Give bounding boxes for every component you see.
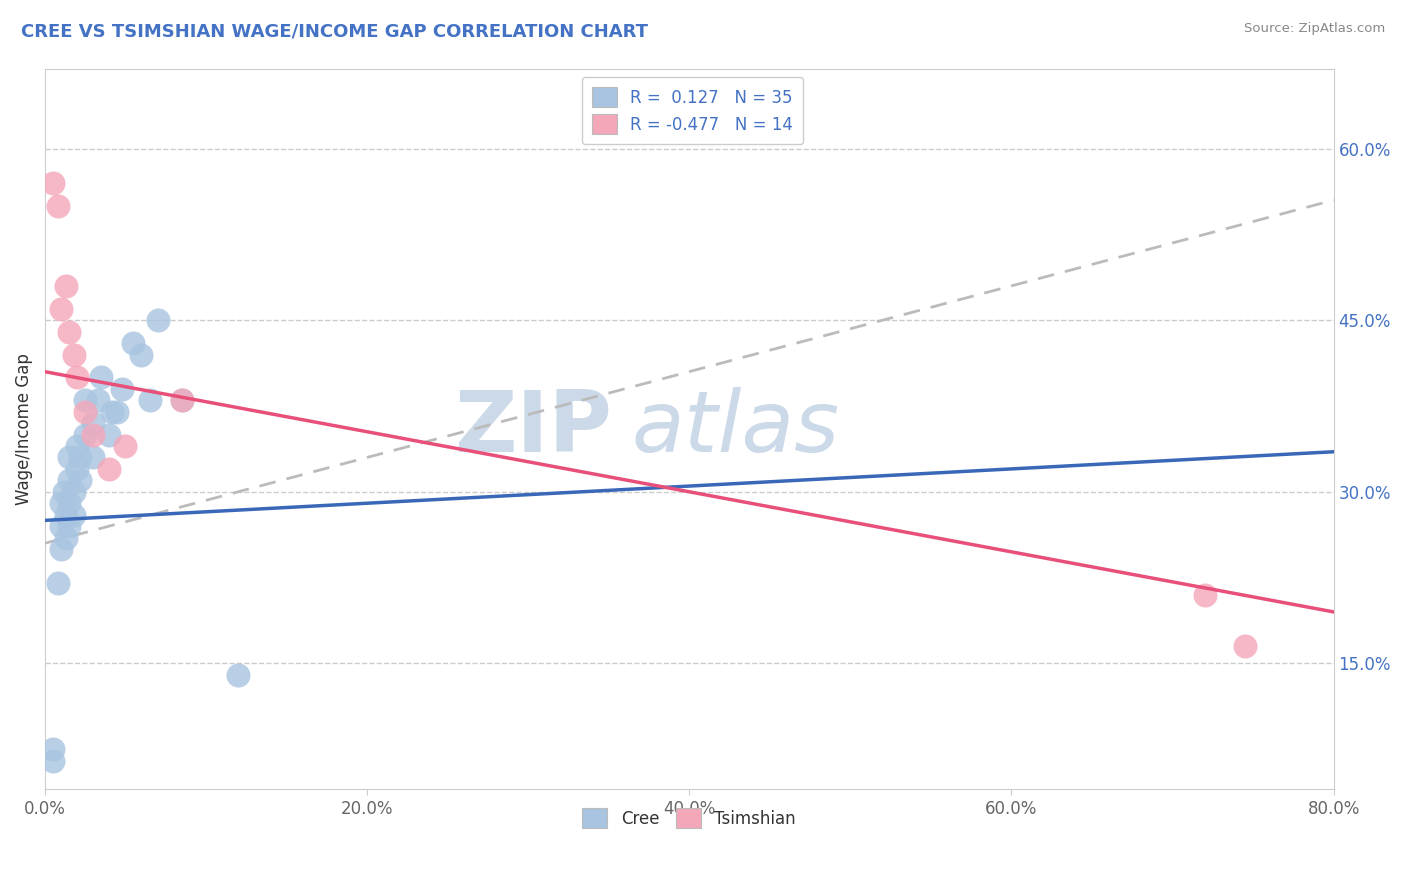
Point <box>90 370 112 384</box>
Point <box>1234 639 1257 653</box>
Point <box>98 462 121 476</box>
Point <box>42 742 65 756</box>
Point <box>69 474 91 488</box>
Point <box>49 496 72 510</box>
Point <box>101 405 124 419</box>
Point <box>226 668 249 682</box>
Point <box>42 754 65 768</box>
Point <box>75 405 97 419</box>
Point <box>49 519 72 533</box>
Point <box>55 531 77 545</box>
Point <box>1194 588 1216 602</box>
Point <box>58 450 80 465</box>
Point <box>62 347 84 361</box>
Point <box>69 450 91 465</box>
Point <box>58 325 80 339</box>
Text: atlas: atlas <box>631 387 839 470</box>
Point <box>105 405 128 419</box>
Point <box>49 541 72 556</box>
Point <box>55 508 77 522</box>
Text: ZIP: ZIP <box>454 387 612 470</box>
Point <box>114 439 136 453</box>
Point <box>55 278 77 293</box>
Point <box>170 393 193 408</box>
Point <box>131 347 153 361</box>
Point <box>82 427 104 442</box>
Point <box>42 176 65 190</box>
Point <box>122 336 145 351</box>
Point <box>58 496 80 510</box>
Point <box>49 301 72 316</box>
Text: CREE VS TSIMSHIAN WAGE/INCOME GAP CORRELATION CHART: CREE VS TSIMSHIAN WAGE/INCOME GAP CORREL… <box>21 22 648 40</box>
Point <box>62 508 84 522</box>
Point <box>75 427 97 442</box>
Point <box>46 199 69 213</box>
Point <box>170 393 193 408</box>
Point <box>87 393 110 408</box>
Legend: Cree, Tsimshian: Cree, Tsimshian <box>576 801 803 835</box>
Point <box>66 370 89 384</box>
Point <box>146 313 169 327</box>
Point <box>75 393 97 408</box>
Point <box>62 484 84 499</box>
Point <box>98 427 121 442</box>
Point <box>82 450 104 465</box>
Point <box>82 416 104 430</box>
Text: Source: ZipAtlas.com: Source: ZipAtlas.com <box>1244 22 1385 36</box>
Point <box>111 382 134 396</box>
Point <box>66 462 89 476</box>
Point <box>66 439 89 453</box>
Point <box>53 484 76 499</box>
Point <box>58 474 80 488</box>
Point <box>138 393 160 408</box>
Y-axis label: Wage/Income Gap: Wage/Income Gap <box>15 353 32 505</box>
Point <box>46 576 69 591</box>
Point <box>58 519 80 533</box>
